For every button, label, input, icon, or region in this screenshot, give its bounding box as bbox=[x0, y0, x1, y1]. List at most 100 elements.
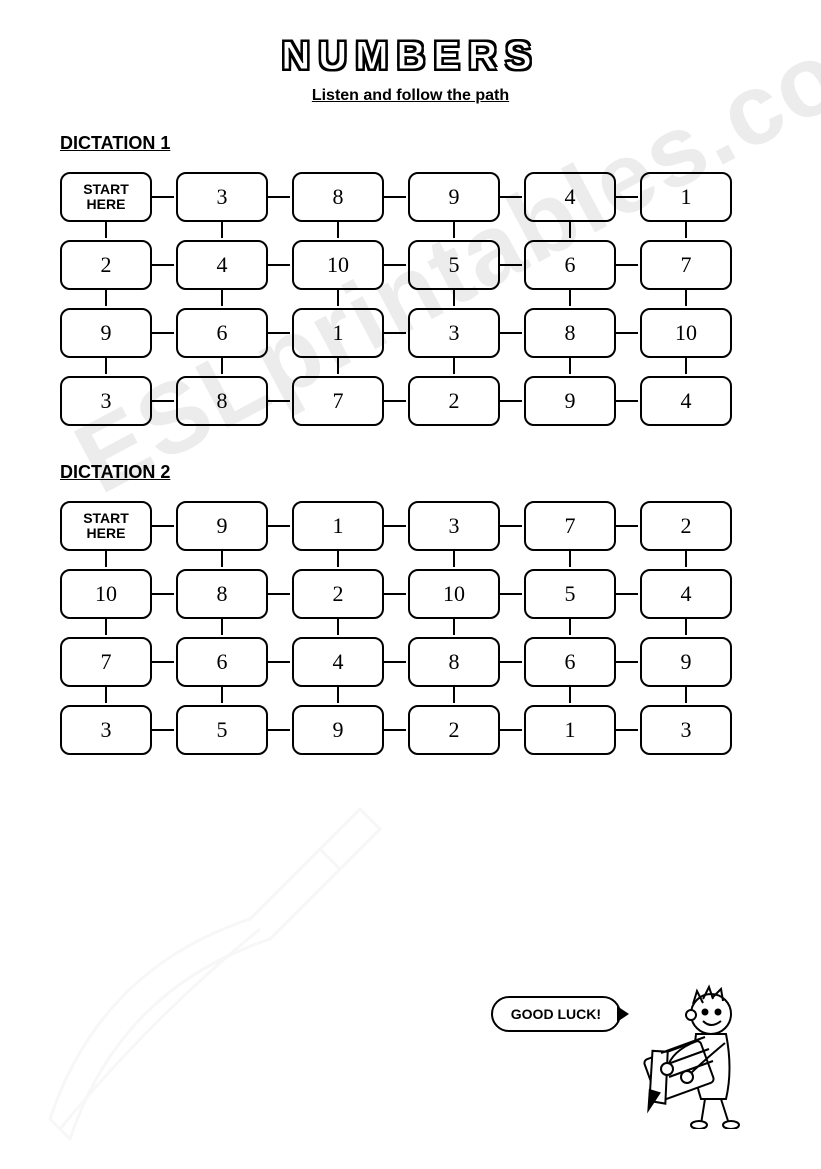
connector-horizontal bbox=[266, 332, 290, 334]
connector-vertical bbox=[105, 549, 107, 567]
connector-vertical bbox=[105, 288, 107, 306]
number-cell: 5 bbox=[176, 705, 268, 755]
connector-horizontal bbox=[614, 264, 638, 266]
connector-vertical bbox=[105, 220, 107, 238]
number-cell: 10 bbox=[60, 569, 152, 619]
connector-vertical bbox=[453, 685, 455, 703]
connector-horizontal bbox=[498, 729, 522, 731]
dictation-1-section: DICTATION 1 STARTHERE3894124105679613810… bbox=[60, 133, 761, 426]
connector-horizontal bbox=[498, 400, 522, 402]
grid-row: 2410567 bbox=[60, 240, 761, 290]
number-cell: 7 bbox=[524, 501, 616, 551]
connector-vertical bbox=[569, 356, 571, 374]
number-cell: 9 bbox=[408, 172, 500, 222]
connector-horizontal bbox=[382, 400, 406, 402]
connector-vertical bbox=[685, 549, 687, 567]
connector-horizontal bbox=[150, 525, 174, 527]
footer-illustration: GOOD LUCK! bbox=[491, 979, 761, 1129]
number-cell: 1 bbox=[524, 705, 616, 755]
number-cell: 1 bbox=[292, 308, 384, 358]
number-cell: 3 bbox=[176, 172, 268, 222]
connector-vertical bbox=[221, 617, 223, 635]
number-cell: 6 bbox=[524, 240, 616, 290]
connector-horizontal bbox=[614, 661, 638, 663]
dictation-2-label: DICTATION 2 bbox=[60, 462, 761, 483]
connector-horizontal bbox=[614, 400, 638, 402]
number-cell: 2 bbox=[408, 376, 500, 426]
number-cell: 6 bbox=[524, 637, 616, 687]
dictation-2-grid: STARTHERE9137210821054764869359213 bbox=[60, 501, 761, 755]
connector-vertical bbox=[337, 549, 339, 567]
connector-vertical bbox=[221, 356, 223, 374]
connector-vertical bbox=[453, 549, 455, 567]
connector-vertical bbox=[453, 288, 455, 306]
connector-vertical bbox=[685, 356, 687, 374]
connector-vertical bbox=[105, 685, 107, 703]
boy-with-pencil-icon bbox=[631, 979, 761, 1129]
number-cell: 1 bbox=[640, 172, 732, 222]
number-cell: 6 bbox=[176, 637, 268, 687]
connector-vertical bbox=[453, 356, 455, 374]
connector-horizontal bbox=[382, 196, 406, 198]
number-cell: 4 bbox=[292, 637, 384, 687]
connector-horizontal bbox=[614, 593, 638, 595]
connector-horizontal bbox=[614, 196, 638, 198]
connector-vertical bbox=[569, 549, 571, 567]
connector-vertical bbox=[221, 220, 223, 238]
page-subtitle: Listen and follow the path bbox=[60, 87, 761, 105]
connector-horizontal bbox=[150, 332, 174, 334]
connector-horizontal bbox=[266, 264, 290, 266]
number-cell: 2 bbox=[408, 705, 500, 755]
connector-horizontal bbox=[150, 661, 174, 663]
connector-vertical bbox=[453, 220, 455, 238]
grid-row: 764869 bbox=[60, 637, 761, 687]
speech-bubble: GOOD LUCK! bbox=[491, 996, 621, 1032]
number-cell: 4 bbox=[176, 240, 268, 290]
grid-row: 9613810 bbox=[60, 308, 761, 358]
number-cell: 8 bbox=[408, 637, 500, 687]
number-cell: 3 bbox=[408, 501, 500, 551]
number-cell: 9 bbox=[60, 308, 152, 358]
connector-horizontal bbox=[150, 264, 174, 266]
connector-horizontal bbox=[382, 264, 406, 266]
connector-horizontal bbox=[382, 661, 406, 663]
number-cell: 10 bbox=[292, 240, 384, 290]
connector-horizontal bbox=[382, 593, 406, 595]
number-cell: 3 bbox=[408, 308, 500, 358]
grid-row: STARTHERE38941 bbox=[60, 172, 761, 222]
connector-vertical bbox=[221, 549, 223, 567]
grid-row: 359213 bbox=[60, 705, 761, 755]
connector-vertical bbox=[453, 617, 455, 635]
connector-vertical bbox=[569, 288, 571, 306]
grid-row: 387294 bbox=[60, 376, 761, 426]
connector-vertical bbox=[569, 685, 571, 703]
connector-horizontal bbox=[266, 729, 290, 731]
connector-vertical bbox=[685, 617, 687, 635]
connector-vertical bbox=[221, 288, 223, 306]
connector-vertical bbox=[221, 685, 223, 703]
connector-horizontal bbox=[382, 525, 406, 527]
number-cell: 5 bbox=[408, 240, 500, 290]
grid-row: 10821054 bbox=[60, 569, 761, 619]
connector-horizontal bbox=[382, 332, 406, 334]
connector-vertical bbox=[337, 288, 339, 306]
number-cell: 4 bbox=[640, 569, 732, 619]
number-cell: 6 bbox=[176, 308, 268, 358]
connector-horizontal bbox=[266, 196, 290, 198]
number-cell: 1 bbox=[292, 501, 384, 551]
connector-vertical bbox=[337, 685, 339, 703]
connector-vertical bbox=[337, 356, 339, 374]
number-cell: 5 bbox=[524, 569, 616, 619]
grid-row: STARTHERE91372 bbox=[60, 501, 761, 551]
dictation-1-grid: STARTHERE3894124105679613810387294 bbox=[60, 172, 761, 426]
connector-horizontal bbox=[382, 729, 406, 731]
connector-horizontal bbox=[614, 729, 638, 731]
connector-vertical bbox=[685, 288, 687, 306]
number-cell: 3 bbox=[60, 705, 152, 755]
start-cell: STARTHERE bbox=[60, 172, 152, 222]
number-cell: 4 bbox=[640, 376, 732, 426]
dictation-1-label: DICTATION 1 bbox=[60, 133, 761, 154]
connector-vertical bbox=[569, 220, 571, 238]
connector-horizontal bbox=[498, 593, 522, 595]
page-title: NUMBERS bbox=[60, 34, 761, 79]
